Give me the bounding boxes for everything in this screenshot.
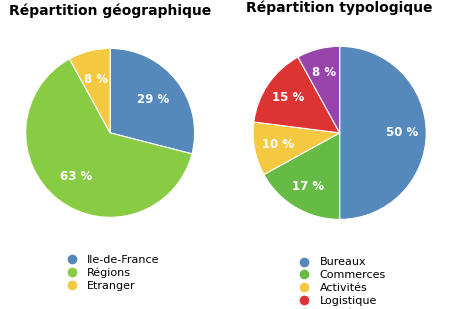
Wedge shape <box>264 133 340 219</box>
Title: Répartition géographique: Répartition géographique <box>9 3 211 18</box>
Text: 10 %: 10 % <box>263 138 295 151</box>
Text: 50 %: 50 % <box>386 126 418 139</box>
Wedge shape <box>298 46 340 133</box>
Text: 29 %: 29 % <box>137 93 170 106</box>
Wedge shape <box>110 49 195 154</box>
Title: Répartition typologique: Répartition typologique <box>246 1 433 15</box>
Text: 63 %: 63 % <box>61 170 93 183</box>
Wedge shape <box>340 46 426 219</box>
Text: 8 %: 8 % <box>84 73 109 86</box>
Text: 8 %: 8 % <box>312 66 336 79</box>
Legend: Bureaux, Commerces, Activités, Logistique, Santé: Bureaux, Commerces, Activités, Logistiqu… <box>291 255 388 309</box>
Wedge shape <box>26 59 192 217</box>
Text: 17 %: 17 % <box>292 180 324 193</box>
Text: 15 %: 15 % <box>272 91 304 104</box>
Wedge shape <box>69 49 110 133</box>
Wedge shape <box>253 122 340 175</box>
Wedge shape <box>254 57 340 133</box>
Legend: Ile-de-France, Régions, Etranger: Ile-de-France, Régions, Etranger <box>58 252 162 293</box>
